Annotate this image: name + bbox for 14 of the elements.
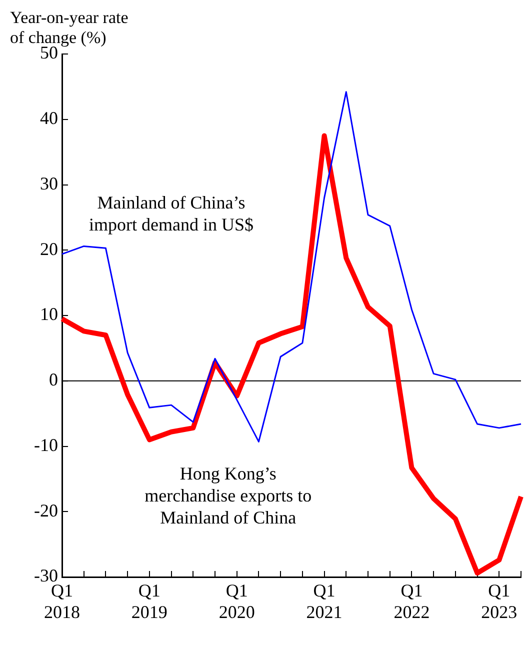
x-tick-label: Q1 2021: [306, 580, 342, 622]
series-label: Mainland of China’s import demand in US$: [89, 192, 254, 234]
x-tick-label: Q1 2020: [218, 580, 255, 622]
y-tick-label: -10: [34, 434, 58, 455]
y-tick-label: 20: [40, 238, 58, 259]
y-tick-label: -20: [34, 500, 58, 520]
x-tick-label: Q1 2022: [394, 580, 430, 622]
y-tick-label: 30: [40, 173, 58, 194]
y-tick-label: 40: [40, 108, 58, 128]
series-label: Hong Kong’s merchandise exports to Mainland of China: [144, 464, 312, 528]
y-tick-label: 10: [40, 304, 58, 324]
x-tick-label: Q1 2023: [481, 580, 518, 622]
x-tick-label: Q1 2019: [131, 580, 168, 622]
y-tick-label: 0: [49, 370, 58, 390]
